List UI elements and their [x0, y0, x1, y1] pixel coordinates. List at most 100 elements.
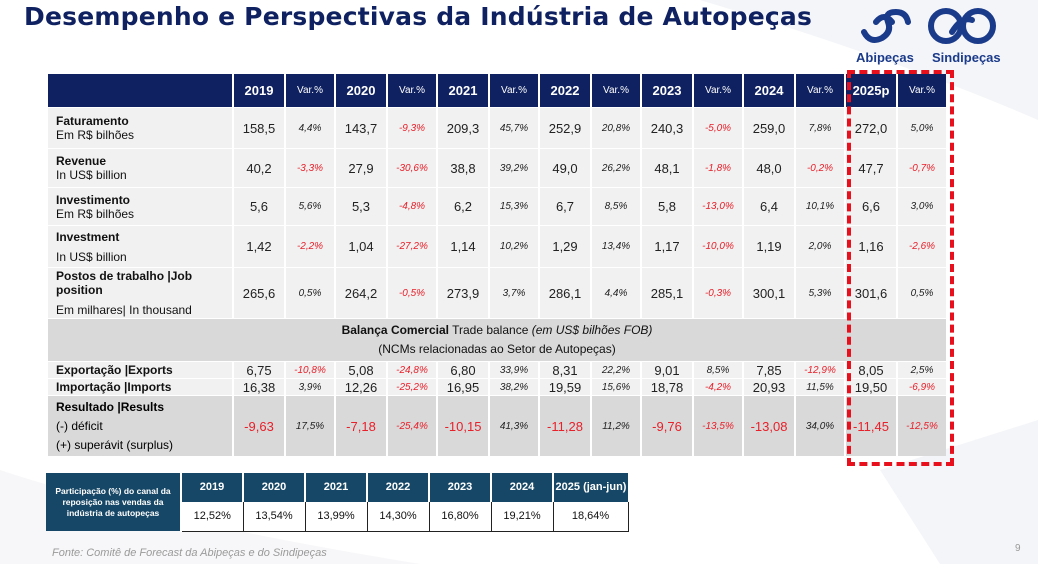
- var-cell: 7,8%: [796, 108, 844, 148]
- var-cell: -6,9%: [898, 379, 946, 395]
- value-cell: 5,6: [234, 188, 284, 225]
- var-cell: -0,3%: [694, 268, 742, 318]
- value-cell: 40,2: [234, 149, 284, 187]
- value-cell: 1,16: [846, 226, 896, 267]
- var-cell: 2,0%: [796, 226, 844, 267]
- var-cell: -13,5%: [694, 396, 742, 456]
- header-year: 2025p: [846, 74, 896, 107]
- value-cell: 6,2: [438, 188, 488, 225]
- value-cell: 240,3: [642, 108, 692, 148]
- var-cell: -3,3%: [286, 149, 334, 187]
- value-cell: 38,8: [438, 149, 488, 187]
- header-var: Var.%: [286, 74, 334, 107]
- value-cell: 8,31: [540, 362, 590, 378]
- value-cell: 6,6: [846, 188, 896, 225]
- value-cell: 16,38: [234, 379, 284, 395]
- header-blank: [48, 74, 232, 107]
- share-label: Participação (%) do canal da reposição n…: [46, 473, 182, 531]
- value-cell: 5,08: [336, 362, 386, 378]
- deficit-label: (-) déficit: [56, 418, 103, 433]
- var-cell: -25,4%: [388, 396, 436, 456]
- var-cell: -0,5%: [388, 268, 436, 318]
- value-cell: 9,01: [642, 362, 692, 378]
- var-cell: 39,2%: [490, 149, 538, 187]
- value-cell: 1,14: [438, 226, 488, 267]
- var-cell: 13,4%: [592, 226, 640, 267]
- var-cell: 8,5%: [694, 362, 742, 378]
- value-cell: 5,8: [642, 188, 692, 225]
- var-cell: 26,2%: [592, 149, 640, 187]
- row-title: Investimento: [56, 192, 131, 207]
- var-cell: -1,8%: [694, 149, 742, 187]
- var-cell: -4,8%: [388, 188, 436, 225]
- var-cell: 22,2%: [592, 362, 640, 378]
- var-cell: 4,4%: [286, 108, 334, 148]
- var-cell: 3,7%: [490, 268, 538, 318]
- value-cell: 143,7: [336, 108, 386, 148]
- table-row: Faturamento Em R$ bilhões 158,5 4,4% 143,7 -9…: [48, 108, 946, 148]
- row-label: Faturamento Em R$ bilhões: [48, 108, 232, 148]
- row-title: Faturamento: [56, 114, 129, 128]
- abipecas-logo-icon: [861, 8, 996, 44]
- header-year: 2023: [642, 74, 692, 107]
- value-cell: 6,7: [540, 188, 590, 225]
- row-unit: In US$ billion: [56, 168, 127, 182]
- share-year: 2019: [181, 473, 244, 502]
- var-cell: -13,0%: [694, 188, 742, 225]
- header-var: Var.%: [490, 74, 538, 107]
- table-row: Postos de trabalho |Job position Em milha…: [48, 268, 946, 318]
- value-cell: -10,15: [438, 396, 488, 456]
- value-cell: 8,05: [846, 362, 896, 378]
- row-unit: Em R$ bilhões: [56, 128, 135, 142]
- sindipecas-logo-text: Sindipeças: [932, 50, 1001, 65]
- share-value: 16,80%: [428, 501, 492, 532]
- sindipecas-logo-icon: [928, 8, 996, 44]
- share-year: 2023: [429, 473, 492, 502]
- value-cell: 264,2: [336, 268, 386, 318]
- row-label: Resultado |Results (-) déficit (+) super…: [48, 396, 232, 456]
- header-year: 2020: [336, 74, 386, 107]
- value-cell: 20,93: [744, 379, 794, 395]
- var-cell: -4,2%: [694, 379, 742, 395]
- row-title: Postos de trabalho |Job position: [56, 269, 193, 297]
- header-var: Var.%: [694, 74, 742, 107]
- abipecas-logo-text: Abipeças: [856, 50, 914, 65]
- trade-title-bold: Balança Comercial: [341, 323, 449, 337]
- share-year: 2020: [243, 473, 306, 502]
- value-cell: -9,63: [234, 396, 284, 456]
- value-cell: -7,18: [336, 396, 386, 456]
- header-year: 2024: [744, 74, 794, 107]
- value-cell: 272,0: [846, 108, 896, 148]
- header-var: Var.%: [388, 74, 436, 107]
- value-cell: 1,42: [234, 226, 284, 267]
- var-cell: 3,0%: [898, 188, 946, 225]
- var-cell: -5,0%: [694, 108, 742, 148]
- table-row-results: Resultado |Results (-) déficit (+) super…: [48, 396, 946, 456]
- row-title: Revenue: [56, 154, 107, 168]
- var-cell: -12,9%: [796, 362, 844, 378]
- value-cell: 158,5: [234, 108, 284, 148]
- source-footnote: Fonte: Comitê de Forecast da Abipeças e …: [52, 547, 327, 559]
- value-cell: 273,9: [438, 268, 488, 318]
- var-cell: 33,9%: [490, 362, 538, 378]
- value-cell: 18,78: [642, 379, 692, 395]
- page-number: 9: [1015, 543, 1021, 554]
- share-value: 13,54%: [242, 501, 306, 532]
- table-row: Importação |Imports 16,38 3,9% 12,26 -25,2% 1…: [48, 379, 946, 395]
- value-cell: 265,6: [234, 268, 284, 318]
- var-cell: 0,5%: [898, 268, 946, 318]
- var-cell: -9,3%: [388, 108, 436, 148]
- var-cell: -2,6%: [898, 226, 946, 267]
- var-cell: -27,2%: [388, 226, 436, 267]
- value-cell: 6,80: [438, 362, 488, 378]
- value-cell: 5,3: [336, 188, 386, 225]
- var-cell: -2,2%: [286, 226, 334, 267]
- row-unit: Em milhares| In thousand: [56, 303, 192, 317]
- value-cell: -13,08: [744, 396, 794, 456]
- trade-title-unit: (em US$ bilhões FOB): [531, 323, 653, 337]
- value-cell: 301,6: [846, 268, 896, 318]
- share-value: 19,21%: [490, 501, 554, 532]
- var-cell: 17,5%: [286, 396, 334, 456]
- var-cell: 4,4%: [592, 268, 640, 318]
- var-cell: 2,5%: [898, 362, 946, 378]
